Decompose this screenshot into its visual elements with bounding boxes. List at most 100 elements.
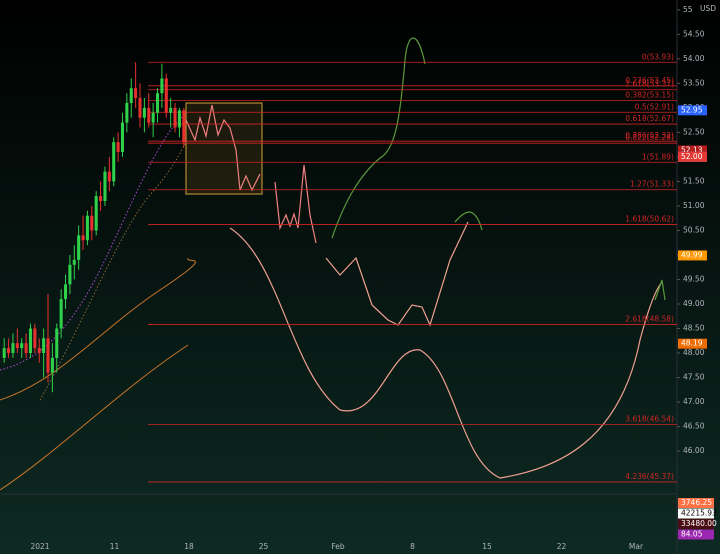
moving-average — [39, 139, 189, 401]
volume-badge — [678, 519, 714, 529]
candle-body — [169, 107, 173, 113]
fib-label: 0.822(52.28) — [625, 133, 674, 142]
x-tick-label: 11 — [110, 542, 120, 551]
candle-body — [55, 328, 59, 358]
y-tick-label: 46.50 — [683, 422, 705, 431]
y-tick-label: 51.50 — [683, 176, 705, 185]
candle-body — [129, 88, 133, 103]
candle-body — [68, 264, 72, 285]
candle-body — [116, 142, 120, 152]
y-tick-label: 49.00 — [683, 299, 705, 308]
candle-body — [177, 110, 181, 128]
y-tick-label: 48.50 — [683, 323, 705, 332]
candle-body — [46, 338, 50, 373]
y-tick-label: 50.50 — [683, 225, 705, 234]
fib-label: 0.236(53.45) — [625, 76, 674, 85]
drawing-path — [185, 104, 317, 244]
price-badge-label: 52.13 — [681, 146, 703, 155]
y-tick-label: 52.50 — [683, 127, 705, 136]
candle-body — [107, 171, 111, 182]
drawing-path — [654, 279, 666, 301]
candle-body — [125, 102, 129, 123]
x-tick-label: 8 — [410, 542, 415, 551]
price-badge — [678, 338, 707, 349]
moving-average — [0, 257, 196, 401]
y-tick-label: 46.00 — [683, 446, 705, 455]
x-tick-label: Mar — [629, 542, 644, 551]
candle-body — [33, 328, 37, 349]
price-badge — [678, 250, 707, 261]
candle-body — [94, 196, 98, 231]
moving-average — [0, 111, 189, 371]
candle-body — [90, 215, 94, 231]
candle-body — [7, 348, 11, 354]
candle-body — [103, 171, 107, 202]
drawing-path — [229, 227, 663, 479]
candle-body — [99, 196, 103, 202]
y-tick-label: 47.50 — [683, 373, 705, 382]
candle-body — [164, 78, 168, 113]
candle-body — [147, 107, 151, 123]
fib-label: 0.382(53.15) — [625, 91, 674, 100]
candle-body — [134, 88, 138, 99]
x-tick-label: 15 — [482, 542, 492, 551]
candle-body — [142, 107, 146, 118]
y-tick-label: 53.50 — [683, 78, 705, 87]
candle-body — [72, 259, 76, 265]
candle-body — [160, 78, 164, 94]
y-tick-label: 54.00 — [683, 54, 705, 63]
moving-average — [0, 344, 189, 491]
candle-body — [182, 110, 186, 143]
candle-body — [155, 93, 160, 113]
volume-badge — [678, 508, 714, 519]
fib-label: 2.618(48.58) — [625, 315, 674, 324]
candle-body — [138, 98, 142, 118]
candle-body — [37, 348, 41, 354]
y-tick-label: 54.50 — [683, 29, 705, 38]
fib-label: 1.27(51.33) — [630, 180, 674, 189]
x-tick-label: Feb — [331, 542, 345, 551]
x-tick-label: 22 — [557, 542, 567, 551]
price-badge-label: 49.99 — [681, 250, 703, 259]
volume-badge-label: 33480.00 — [681, 519, 717, 528]
volume-badge-label: 84.05 — [681, 530, 703, 539]
drawing-rectangle — [185, 102, 263, 195]
candle-body — [24, 343, 28, 354]
candle-body — [77, 235, 81, 260]
fib-label: 0.5(52.91) — [635, 102, 674, 111]
candle-body — [151, 112, 155, 123]
x-tick-label: 2021 — [30, 542, 49, 551]
candle-body — [173, 107, 177, 128]
fib-label: 1(51.89) — [642, 152, 674, 161]
candle-body — [120, 122, 125, 152]
candle-body — [63, 284, 68, 300]
x-tick-label: 18 — [184, 542, 194, 551]
candle-body — [81, 235, 85, 241]
candle-body — [20, 343, 24, 349]
volume-badge — [678, 529, 714, 540]
y-tick-label: 47.00 — [683, 397, 705, 406]
candle-body — [112, 142, 116, 182]
drawing-path — [325, 221, 469, 327]
candle-body — [85, 215, 89, 241]
price-badge-label: 52.00 — [681, 152, 703, 161]
candle-body — [42, 338, 46, 354]
fib-label: 4.236(45.37) — [625, 472, 674, 481]
y-tick-label: 55 — [683, 5, 693, 14]
fib-label: 0.618(52.67) — [625, 114, 674, 123]
price-badge — [678, 151, 707, 162]
candle-body — [2, 348, 6, 358]
x-tick-label: 25 — [259, 542, 269, 551]
y-tick-label: 49.50 — [683, 274, 705, 283]
volume-badge — [678, 498, 714, 508]
fib-label: 1.618(50.62) — [625, 215, 674, 224]
price-badge — [678, 145, 707, 156]
candle-body — [59, 299, 63, 329]
candle-body — [50, 357, 54, 373]
price-badge-label: 48.19 — [681, 339, 703, 348]
y-tick-label: 51.00 — [683, 201, 705, 210]
price-badge — [678, 105, 707, 116]
price-badge-label: 52.95 — [681, 105, 703, 114]
